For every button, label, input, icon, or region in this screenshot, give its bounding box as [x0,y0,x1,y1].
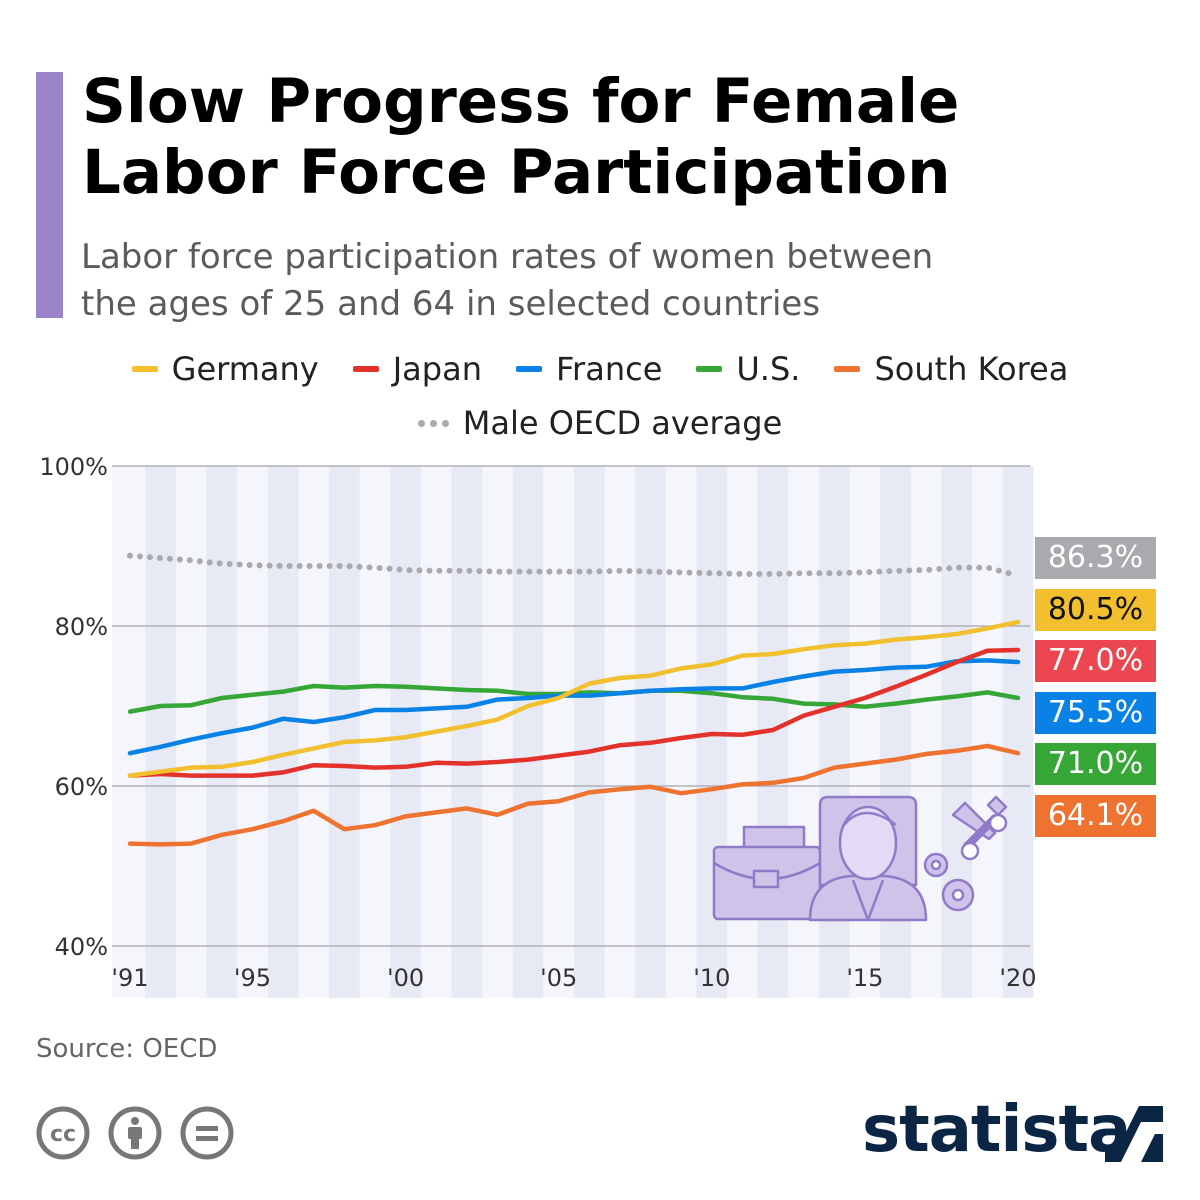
legend-swatch [352,366,379,372]
source-note: Source: OECD [36,1034,218,1064]
legend-item-male-oecd: Male OECD average [417,404,783,442]
y-tick-label: 100% [39,453,108,481]
title-line-2: Labor Force Participation [82,137,951,209]
series-line-france [127,658,1021,756]
legend-row-2: Male OECD average [0,404,1200,442]
legend-label: Germany [171,350,319,388]
end-label-japan: 77.0% [1035,640,1156,682]
attribution-icon[interactable] [108,1106,162,1160]
year-band [574,466,605,998]
x-tick-label: '95 [234,964,271,992]
svg-text:cc: cc [50,1122,76,1147]
legend-label: South Korea [874,350,1069,388]
legend-item-us: U.S. [696,350,800,388]
no-derivatives-icon[interactable] [180,1106,234,1160]
legend-item-germany: Germany [131,350,319,388]
series-line-male-oecd-average [127,552,1021,579]
legend-label: Japan [392,350,482,388]
legend-row-1: Germany Japan France U.S. South Korea [0,350,1200,388]
legend-swatch [834,366,861,372]
year-band [512,466,544,998]
chart-subtitle: Labor force participation rates of women… [81,234,1081,328]
legend-item-south-korea: South Korea [834,350,1068,388]
legend-swatch [131,366,158,372]
statista-logo-mark-icon [1105,1106,1163,1162]
title-line-1: Slow Progress for Female [82,66,960,137]
end-label-germany: 80.5% [1035,589,1156,631]
year-band [390,466,421,998]
series-line-germany [127,619,1021,778]
legend-item-japan: Japan [352,350,482,388]
series-line-south-korea [127,743,1021,847]
y-tick-label: 80% [55,613,108,641]
subtitle-line-1: Labor force participation rates of women… [81,237,934,277]
year-band [329,466,360,998]
year-band [267,466,299,998]
end-label-france: 75.5% [1035,692,1156,734]
x-tick-label: '05 [540,964,577,992]
cc-icon[interactable]: cc [36,1106,90,1160]
x-tick-label: '20 [999,964,1036,992]
subtitle-line-2: the ages of 25 and 64 in selected countr… [81,283,821,324]
end-label-south-korea: 64.1% [1035,795,1156,837]
legend-label: France [555,350,663,388]
legend-swatch [515,366,542,372]
series-line-japan [127,647,1021,778]
gears-icon [923,852,975,912]
y-tick-label: 40% [55,933,108,961]
x-tick-label: '10 [693,964,730,992]
x-tick-label: '91 [111,964,148,992]
end-label-male-oecd: 86.3% [1035,537,1156,579]
legend-label: Male OECD average [462,404,783,442]
legend-item-france: France [515,350,663,388]
year-band [145,466,176,998]
woman-icon [808,795,928,922]
y-tick-label: 60% [55,773,108,801]
x-tick-label: '00 [387,964,424,992]
accent-bar [36,72,63,318]
tools-icon [951,795,1008,861]
women-at-work-illustration [712,795,1008,922]
legend-label: U.S. [736,350,801,388]
year-band [451,466,483,998]
x-tick-label: '15 [846,964,883,992]
logo-text: statista [862,1093,1131,1167]
legend-dotted-swatch [417,419,449,427]
year-band [1002,466,1034,998]
chart-title: Slow Progress for Female Labor Force Par… [82,66,1182,209]
year-band [635,466,666,998]
briefcase-icon [712,825,822,921]
legend-swatch [696,366,723,372]
end-label-us: 71.0% [1035,743,1156,785]
statista-logo[interactable]: statista [862,1093,1131,1167]
